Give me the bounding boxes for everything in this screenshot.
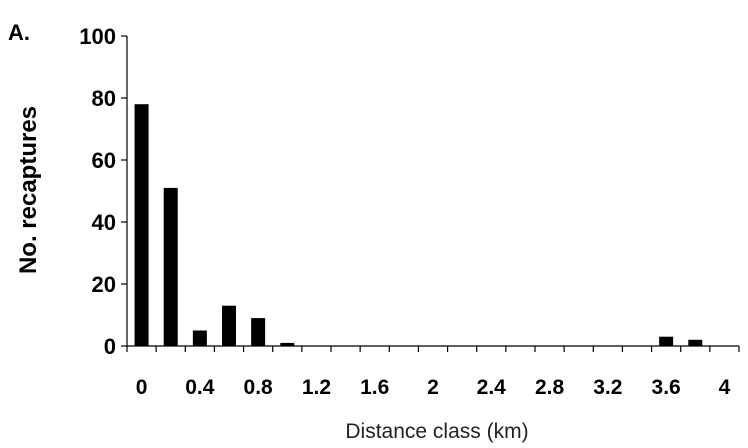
y-axis: 0 20 40 60 80 100 <box>79 24 128 359</box>
y-tick-label: 100 <box>79 24 116 49</box>
x-axis-label: Distance class (km) <box>345 420 528 443</box>
x-tick-label: 3.6 <box>652 376 681 399</box>
x-tick-label: 0 <box>136 376 148 399</box>
y-axis-label: No. recaptures <box>15 106 42 274</box>
y-tick-label: 0 <box>104 334 116 359</box>
x-tick-label: 2 <box>427 376 439 399</box>
bar <box>251 318 266 346</box>
bars <box>134 104 703 346</box>
y-tick-label: 20 <box>92 272 116 297</box>
x-tick-label: 1.2 <box>302 376 331 399</box>
bar <box>163 187 178 346</box>
x-tick-label: 3.2 <box>593 376 622 399</box>
y-tick-label: 40 <box>92 210 116 235</box>
x-tick-label: 0.8 <box>244 376 274 399</box>
bar <box>688 339 703 346</box>
x-axis: 0 0.4 0.8 1.2 1.6 2 2.4 2.8 3.2 3.6 4 <box>126 345 740 399</box>
x-tick-label: 0.4 <box>185 376 215 399</box>
bar <box>222 305 236 346</box>
y-tick-label: 80 <box>92 86 116 111</box>
x-tick-label: 2.4 <box>477 376 507 399</box>
panel-label: A. <box>8 20 30 45</box>
bar <box>134 104 149 346</box>
x-tick-label: 2.8 <box>535 376 565 399</box>
x-tick-label: 4 <box>719 376 731 399</box>
bar <box>659 336 674 346</box>
x-tick-label: 1.6 <box>360 376 389 399</box>
y-tick-label: 60 <box>92 148 116 173</box>
bar <box>192 330 207 346</box>
bar <box>280 342 295 346</box>
